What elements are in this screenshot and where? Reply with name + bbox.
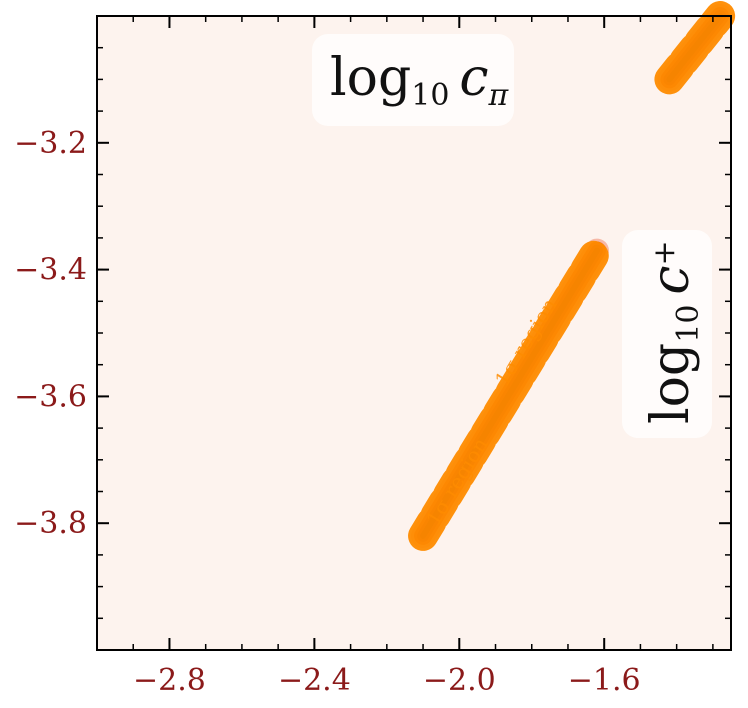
x-axis-label-box: log10 cπ	[312, 34, 514, 126]
x-tick-label: −2.0	[423, 663, 496, 698]
x-axis-label-sub: 10	[411, 78, 449, 113]
contour-layer	[408, 1, 736, 551]
y-axis-label-var: c	[641, 265, 701, 294]
x-axis-label-var: c	[459, 48, 488, 108]
y-axis-label-box: log10 c+	[622, 230, 712, 438]
y-tick-label: −3.4	[14, 253, 87, 288]
contour-outer-main-band	[408, 235, 612, 551]
y-tick-label: −3.8	[14, 506, 87, 541]
y-axis-label: log10 c+	[641, 240, 706, 424]
x-axis-label-bg	[312, 34, 514, 126]
y-axis-label-log: log	[641, 343, 701, 424]
contour-outer-corner-band	[654, 1, 736, 95]
y-tick-label: −3.6	[14, 379, 87, 414]
x-axis-label: log10 cπ	[330, 48, 510, 113]
x-axis-label-log: log	[330, 48, 411, 108]
x-tick-label: −2.4	[278, 663, 351, 698]
y-tick-label: −3.2	[14, 126, 87, 161]
x-tick-label: −2.8	[133, 663, 206, 698]
tick-layer: −2.8 −2.4 −2.0 −1.6 −3.2 −3.4 −3.6 −3.8	[14, 15, 731, 698]
y-axis-label-sub: 10	[671, 305, 706, 343]
x-tick-label: −1.6	[568, 663, 641, 698]
x-axis-label-varsub: π	[488, 78, 510, 113]
y-axis-label-varsub: +	[647, 240, 682, 265]
y-axis-label-bg	[622, 230, 712, 438]
